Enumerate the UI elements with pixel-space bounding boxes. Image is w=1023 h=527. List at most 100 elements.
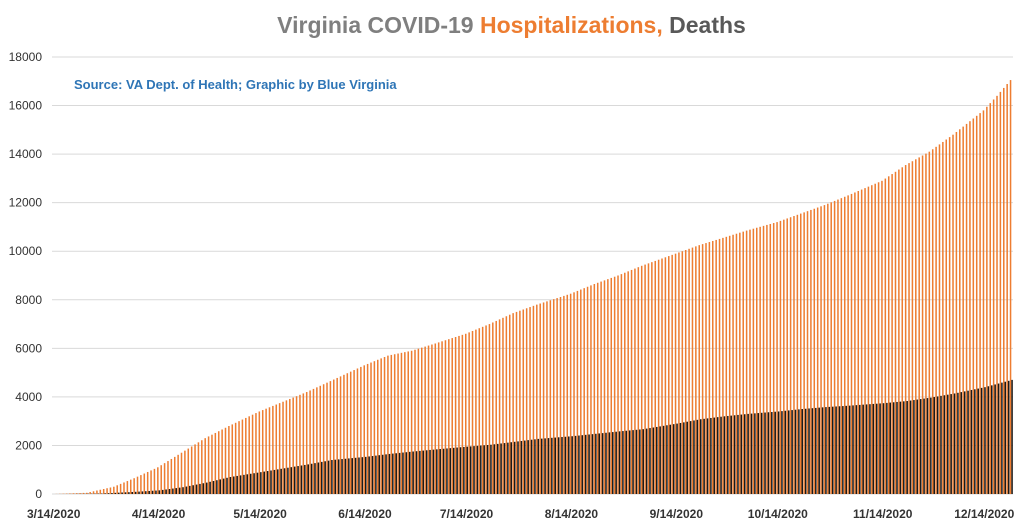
bar-hospitalizations bbox=[590, 285, 592, 494]
bar-hospitalizations bbox=[343, 374, 345, 494]
bar-deaths bbox=[510, 442, 513, 494]
bar-deaths bbox=[686, 421, 688, 494]
bar-deaths bbox=[300, 465, 303, 494]
bar-deaths bbox=[787, 410, 790, 494]
bar-hospitalizations bbox=[783, 219, 785, 494]
bar-hospitalizations bbox=[552, 299, 555, 494]
bar-deaths bbox=[145, 491, 147, 494]
bar-deaths bbox=[503, 443, 506, 494]
bar-deaths bbox=[199, 483, 201, 494]
bar-hospitalizations bbox=[695, 246, 697, 494]
bar-hospitalizations bbox=[224, 427, 227, 494]
bar-deaths bbox=[493, 444, 496, 494]
bar-deaths bbox=[205, 482, 208, 494]
bar-hospitalizations bbox=[617, 275, 619, 494]
bar-hospitalizations bbox=[204, 438, 206, 494]
bar-hospitalizations bbox=[163, 463, 166, 494]
bar-hospitalizations bbox=[898, 169, 900, 495]
bar-deaths bbox=[953, 393, 956, 494]
bar-deaths bbox=[588, 434, 590, 494]
bar-deaths bbox=[368, 456, 370, 494]
bar-deaths bbox=[1004, 381, 1007, 494]
bar-hospitalizations bbox=[333, 379, 335, 494]
bar-hospitalizations bbox=[830, 202, 832, 494]
bar-hospitalizations bbox=[180, 452, 183, 494]
y-tick-label: 18000 bbox=[9, 50, 43, 64]
bar-hospitalizations bbox=[911, 161, 914, 494]
bar-hospitalizations bbox=[417, 348, 420, 494]
bar-hospitalizations bbox=[481, 326, 484, 494]
bar-hospitalizations bbox=[894, 171, 897, 495]
bar-deaths bbox=[351, 458, 353, 494]
bar-hospitalizations bbox=[759, 226, 761, 494]
bar-deaths bbox=[381, 454, 384, 494]
title-part-3: Deaths bbox=[662, 12, 746, 38]
bar-hospitalizations bbox=[843, 196, 846, 494]
bar-deaths bbox=[537, 438, 540, 494]
bar-deaths bbox=[977, 388, 979, 494]
x-tick-label: 11/14/2020 bbox=[853, 507, 913, 521]
bar-deaths bbox=[236, 475, 238, 494]
bar-hospitalizations bbox=[468, 332, 470, 494]
bar-hospitalizations bbox=[302, 393, 305, 494]
bar-hospitalizations bbox=[255, 413, 257, 494]
bar-deaths bbox=[496, 443, 499, 494]
bar-hospitalizations bbox=[654, 260, 657, 494]
bar-hospitalizations bbox=[986, 106, 988, 495]
bar-hospitalizations bbox=[742, 231, 744, 494]
bar-hospitalizations bbox=[329, 381, 332, 494]
bar-hospitalizations bbox=[336, 377, 338, 494]
bar-hospitalizations bbox=[173, 456, 176, 494]
bar-deaths bbox=[229, 477, 232, 494]
bar-deaths bbox=[825, 407, 827, 494]
bar-deaths bbox=[310, 463, 313, 494]
bar-hospitalizations bbox=[1009, 80, 1012, 494]
bar-deaths bbox=[591, 434, 594, 494]
bar-hospitalizations bbox=[752, 228, 755, 494]
bar-deaths bbox=[249, 473, 252, 494]
bar-hospitalizations bbox=[292, 397, 294, 494]
x-tick-label: 3/14/2020 bbox=[27, 507, 81, 521]
bar-hospitalizations bbox=[664, 257, 667, 494]
bar-deaths bbox=[216, 480, 218, 494]
bar-deaths bbox=[574, 435, 577, 494]
bar-deaths bbox=[862, 404, 864, 494]
bar-deaths bbox=[185, 486, 188, 494]
bar-deaths bbox=[740, 414, 743, 494]
bar-deaths bbox=[612, 432, 614, 494]
bar-deaths bbox=[815, 407, 817, 494]
bar-deaths bbox=[324, 461, 326, 494]
bar-deaths bbox=[429, 449, 431, 494]
bar-hospitalizations bbox=[769, 223, 772, 495]
bar-hospitalizations bbox=[887, 176, 890, 494]
bar-deaths bbox=[632, 430, 634, 494]
bar-hospitalizations bbox=[928, 151, 931, 494]
bar-deaths bbox=[727, 415, 729, 494]
bar-deaths bbox=[974, 389, 976, 494]
bar-hospitalizations bbox=[488, 324, 491, 494]
bar-deaths bbox=[182, 487, 184, 494]
source-note: Source: VA Dept. of Health; Graphic by B… bbox=[74, 77, 397, 92]
bar-deaths bbox=[754, 413, 756, 494]
bar-deaths bbox=[263, 471, 266, 494]
bar-hospitalizations bbox=[214, 432, 217, 494]
bar-hospitalizations bbox=[698, 245, 700, 494]
bar-hospitalizations bbox=[549, 300, 552, 494]
bar-deaths bbox=[513, 441, 516, 494]
bar-deaths bbox=[331, 460, 333, 494]
bar-deaths bbox=[943, 395, 946, 494]
bar-hospitalizations bbox=[715, 239, 717, 494]
bar-hospitalizations bbox=[857, 191, 860, 494]
bar-deaths bbox=[388, 453, 391, 494]
bar-hospitalizations bbox=[349, 371, 352, 494]
bar-deaths bbox=[419, 450, 421, 494]
bar-hospitalizations bbox=[475, 329, 477, 494]
x-tick-label: 12/14/2020 bbox=[954, 507, 1014, 521]
bar-hospitalizations bbox=[725, 236, 728, 494]
bar-hospitalizations bbox=[245, 417, 247, 494]
bar-hospitalizations bbox=[718, 238, 721, 494]
y-tick-label: 10000 bbox=[9, 244, 43, 258]
bar-deaths bbox=[358, 457, 360, 494]
bar-hospitalizations bbox=[566, 294, 569, 494]
x-tick-label: 10/14/2020 bbox=[748, 507, 808, 521]
